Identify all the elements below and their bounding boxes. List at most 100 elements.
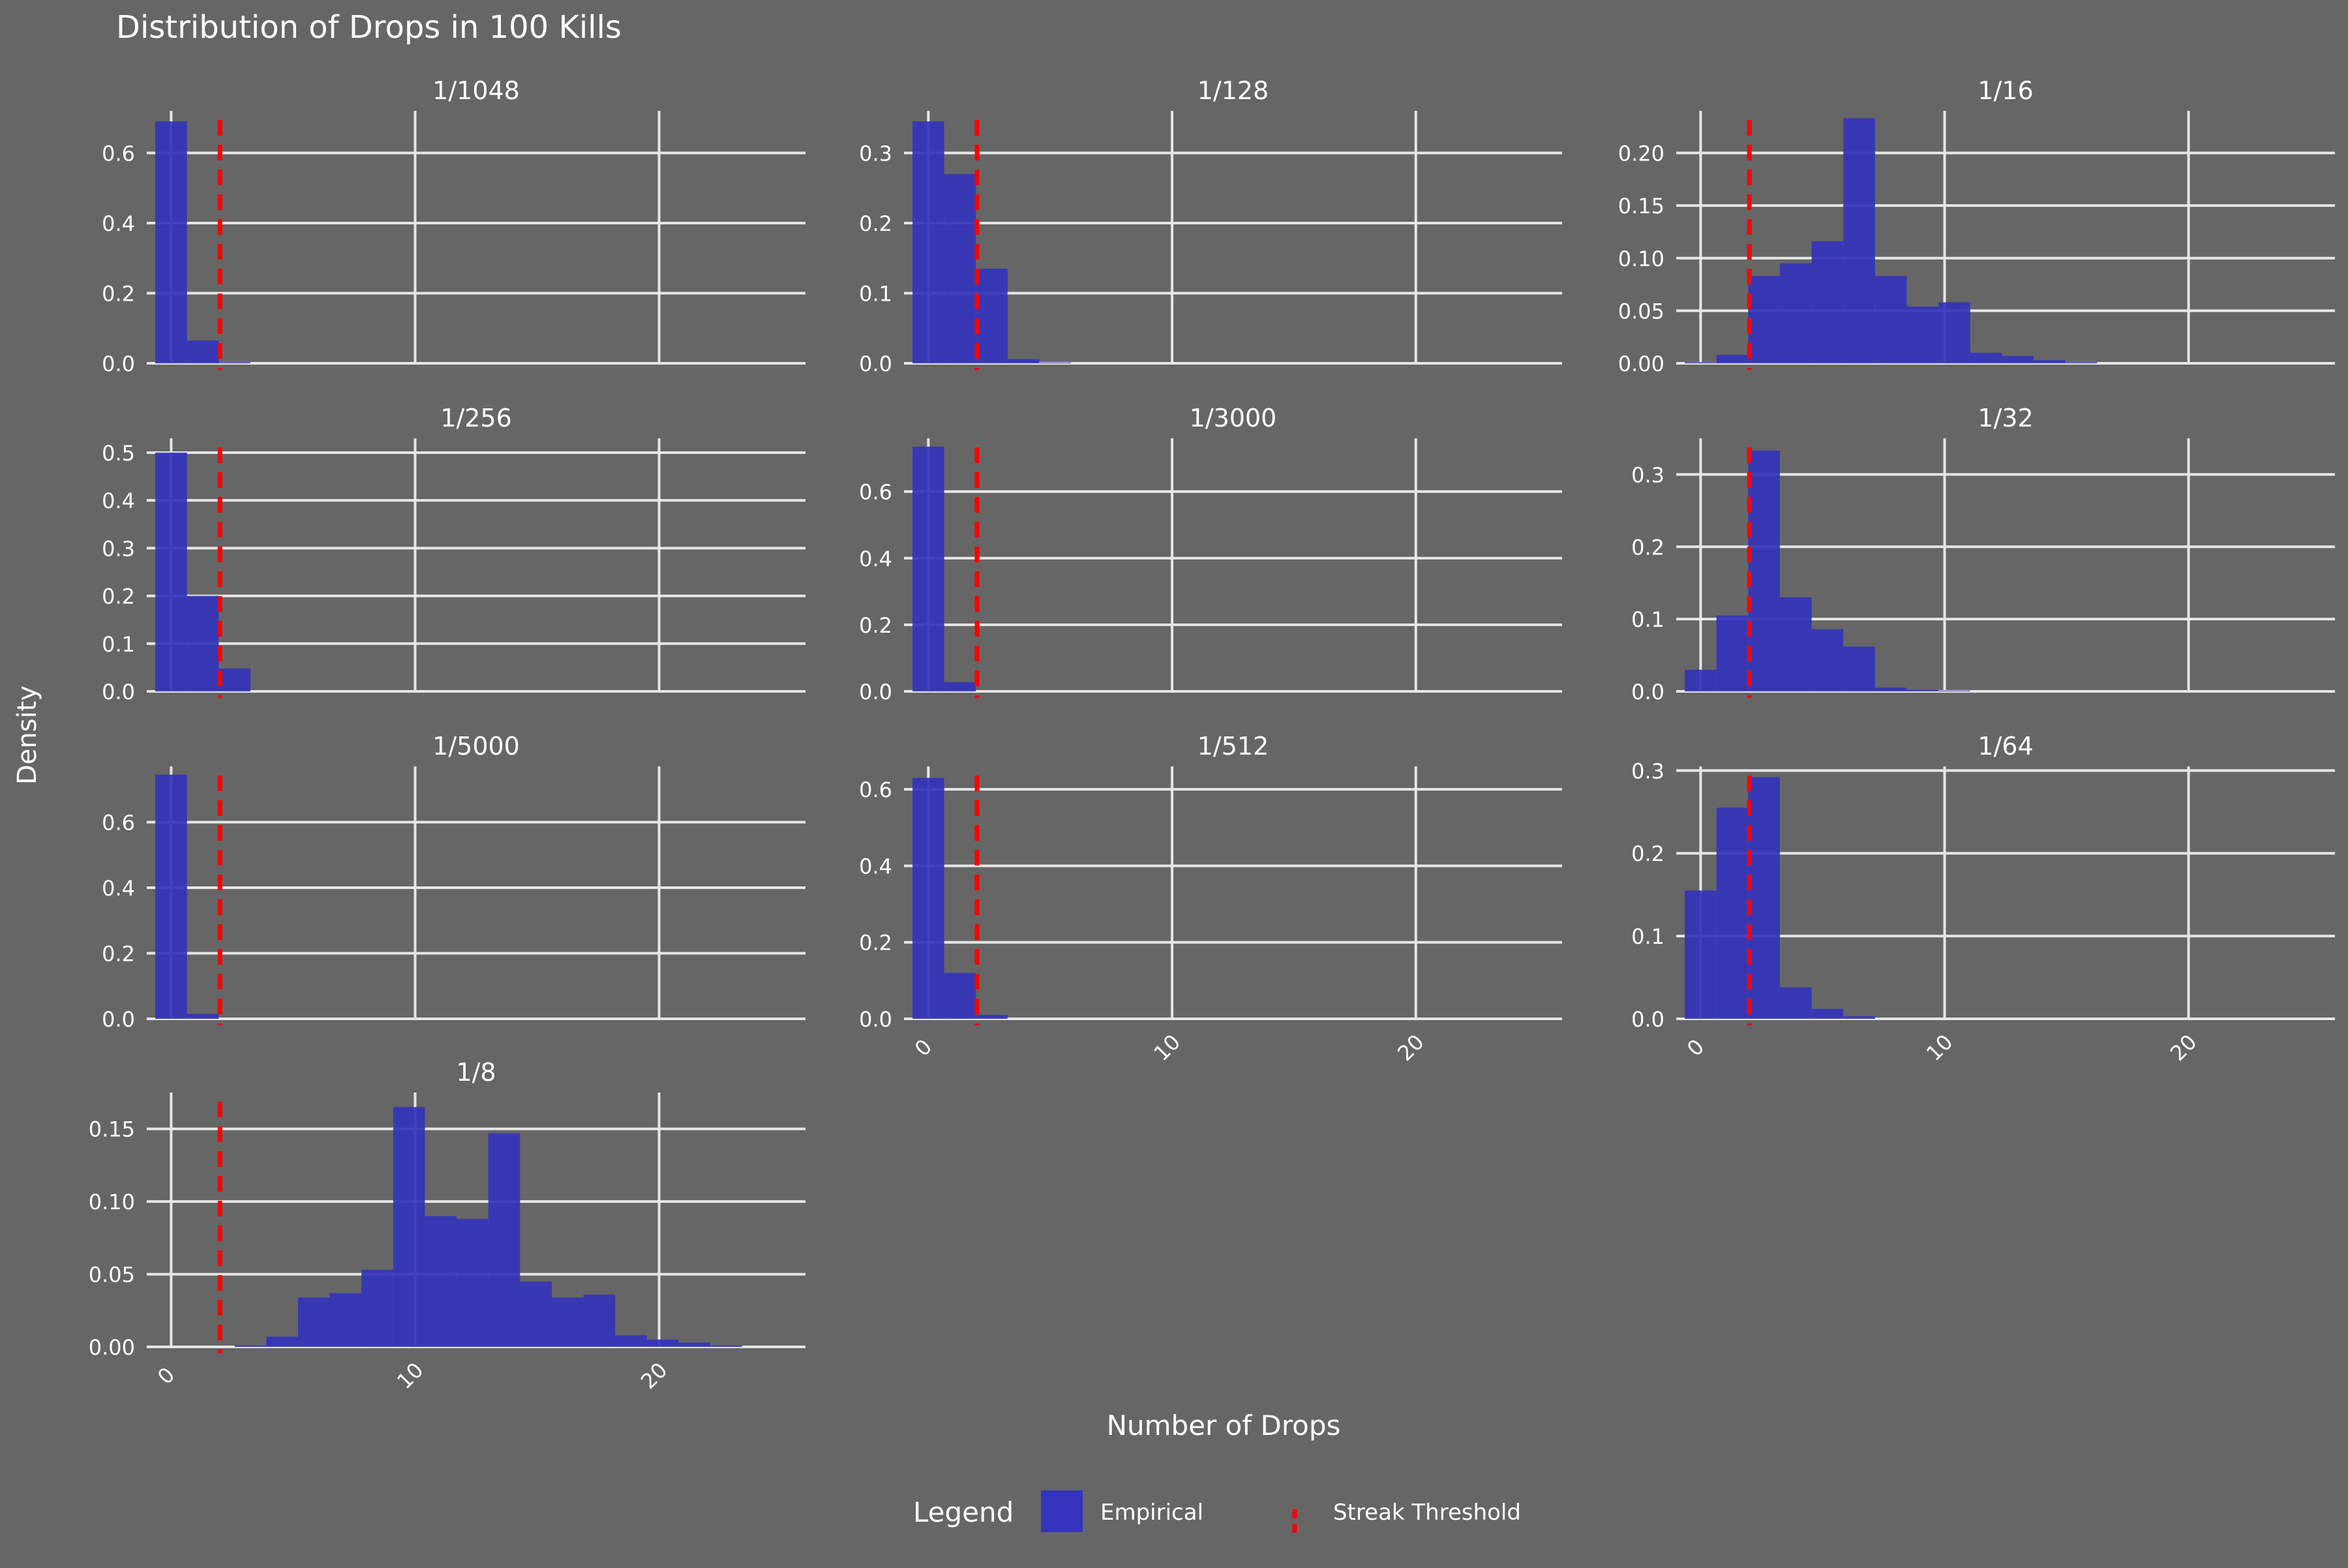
histogram-bar bbox=[1906, 689, 1939, 691]
histogram-bar bbox=[1007, 359, 1040, 363]
y-tick-label: 0.10 bbox=[1618, 247, 1664, 271]
histogram-bar bbox=[1716, 355, 1749, 363]
histogram-bar bbox=[393, 1107, 425, 1347]
y-tick-label: 0.1 bbox=[102, 632, 135, 657]
histogram-bar bbox=[583, 1294, 616, 1347]
histogram-bar bbox=[912, 121, 944, 363]
histogram-bar bbox=[912, 777, 944, 1019]
histogram-bar bbox=[329, 1293, 362, 1347]
y-tick-label: 0.05 bbox=[1618, 299, 1664, 324]
y-tick-label: 0.6 bbox=[859, 480, 892, 505]
facet-panel: 0.00 0.05 0.10 0.15 0.20 1/16 bbox=[1618, 76, 2335, 376]
histogram-bar bbox=[944, 972, 976, 1019]
histogram-bar bbox=[646, 1339, 679, 1347]
facet-panel: 0.00 0.05 0.10 0.15 1/8 0 10 20 bbox=[89, 1058, 805, 1394]
histogram-bar bbox=[944, 682, 976, 691]
y-tick-label: 0.1 bbox=[1631, 607, 1664, 632]
y-tick-label: 0.0 bbox=[859, 680, 892, 704]
y-tick-label: 0.5 bbox=[102, 441, 135, 466]
y-tick-label: 0.3 bbox=[859, 142, 892, 166]
histogram-bar bbox=[2034, 360, 2066, 363]
histogram-bar bbox=[1938, 302, 1970, 363]
histogram-bar bbox=[297, 1297, 330, 1347]
histogram-bar bbox=[1843, 1016, 1875, 1019]
histogram-bar bbox=[488, 1133, 520, 1347]
y-tick-label: 0.2 bbox=[859, 211, 892, 236]
x-tick-label: 10 bbox=[1149, 1029, 1185, 1066]
legend-threshold-label: Streak Threshold bbox=[1333, 1500, 1521, 1526]
y-tick-label: 0.0 bbox=[859, 1007, 892, 1032]
histogram-bar bbox=[425, 1216, 457, 1347]
histogram-bar bbox=[1716, 615, 1749, 691]
y-tick-label: 0.6 bbox=[102, 142, 135, 166]
histogram-bar bbox=[218, 668, 250, 691]
histogram-bar bbox=[1748, 450, 1780, 691]
histogram-bar bbox=[1685, 362, 1717, 363]
facet-panel: 0.0 0.1 0.2 0.3 1/128 bbox=[859, 76, 1562, 376]
y-tick-label: 0.05 bbox=[89, 1263, 135, 1288]
y-axis-label: Density bbox=[12, 686, 42, 785]
facet-panel: 0.0 0.1 0.2 0.3 1/64 0 10 20 bbox=[1631, 732, 2335, 1066]
histogram-bar bbox=[218, 362, 250, 363]
histogram-bar bbox=[155, 452, 187, 691]
facet-label: 1/16 bbox=[1978, 76, 2033, 105]
histogram-bar bbox=[976, 1015, 1008, 1019]
y-tick-label: 0.4 bbox=[102, 211, 135, 236]
histogram-bar bbox=[457, 1218, 489, 1347]
x-tick-label: 10 bbox=[1921, 1029, 1958, 1066]
facet-label: 1/512 bbox=[1197, 732, 1269, 761]
histogram-bar bbox=[187, 340, 219, 363]
histogram-bar bbox=[520, 1281, 552, 1347]
histogram-bar bbox=[615, 1335, 647, 1347]
histogram-bar bbox=[187, 1014, 219, 1019]
y-tick-label: 0.2 bbox=[102, 584, 135, 609]
histogram-bar bbox=[1874, 687, 1907, 691]
y-tick-label: 0.00 bbox=[1618, 352, 1664, 376]
histogram-bar bbox=[1779, 263, 1812, 363]
facet-panel: 0.0 0.2 0.4 0.6 1/3000 bbox=[859, 404, 1562, 704]
y-tick-label: 0.0 bbox=[102, 352, 135, 376]
x-tick-label: 20 bbox=[2165, 1029, 2202, 1066]
facet-label: 1/256 bbox=[440, 404, 512, 432]
x-tick-label: 20 bbox=[1392, 1029, 1429, 1066]
facet-panel: 0.0 0.2 0.4 0.6 1/512 0 10 20 bbox=[859, 732, 1562, 1066]
facet-label: 1/8 bbox=[456, 1058, 496, 1087]
histogram-bar bbox=[1716, 807, 1749, 1019]
histogram-bar bbox=[551, 1297, 584, 1347]
y-tick-label: 0.2 bbox=[859, 931, 892, 956]
x-axis-label: Number of Drops bbox=[1107, 1410, 1341, 1441]
histogram-bar bbox=[1685, 890, 1717, 1019]
y-tick-label: 0.6 bbox=[102, 810, 135, 835]
y-tick-label: 0.00 bbox=[89, 1335, 135, 1360]
y-tick-label: 0.2 bbox=[859, 613, 892, 638]
histogram-bar bbox=[361, 1269, 393, 1347]
facet-panels: 0.00.20.40.61/10480.00.10.20.31/1280.000… bbox=[89, 76, 2335, 1394]
x-tick-label: 0 bbox=[1682, 1034, 1709, 1061]
facet-label: 1/5000 bbox=[432, 732, 520, 761]
y-tick-label: 0.6 bbox=[859, 777, 892, 802]
y-tick-label: 0.4 bbox=[859, 547, 892, 571]
histogram-bar bbox=[1843, 118, 1875, 363]
y-tick-label: 0.15 bbox=[89, 1117, 135, 1142]
y-tick-label: 0.1 bbox=[859, 282, 892, 307]
histogram-bar bbox=[1779, 987, 1812, 1019]
x-tick-label: 0 bbox=[910, 1034, 937, 1061]
y-tick-label: 0.3 bbox=[1631, 759, 1664, 783]
histogram-bar bbox=[678, 1342, 711, 1347]
histogram-bar bbox=[1779, 597, 1812, 691]
y-tick-label: 0.0 bbox=[102, 680, 135, 704]
facet-label: 1/128 bbox=[1197, 76, 1269, 105]
histogram-bar bbox=[155, 774, 187, 1019]
y-tick-label: 0.2 bbox=[102, 282, 135, 307]
legend: Legend Empirical Streak Threshold bbox=[913, 1490, 1521, 1534]
y-tick-label: 0.1 bbox=[1631, 924, 1664, 949]
y-tick-label: 0.0 bbox=[1631, 1007, 1664, 1032]
x-tick-label: 20 bbox=[636, 1357, 672, 1394]
histogram-bar bbox=[912, 446, 944, 691]
facet-panel: 0.0 0.1 0.2 0.3 1/32 bbox=[1631, 404, 2335, 704]
y-tick-label: 0.0 bbox=[859, 352, 892, 376]
facet-panel: 0.0 0.2 0.4 0.6 1/1048 bbox=[102, 76, 805, 376]
histogram-bar bbox=[2002, 355, 2034, 363]
